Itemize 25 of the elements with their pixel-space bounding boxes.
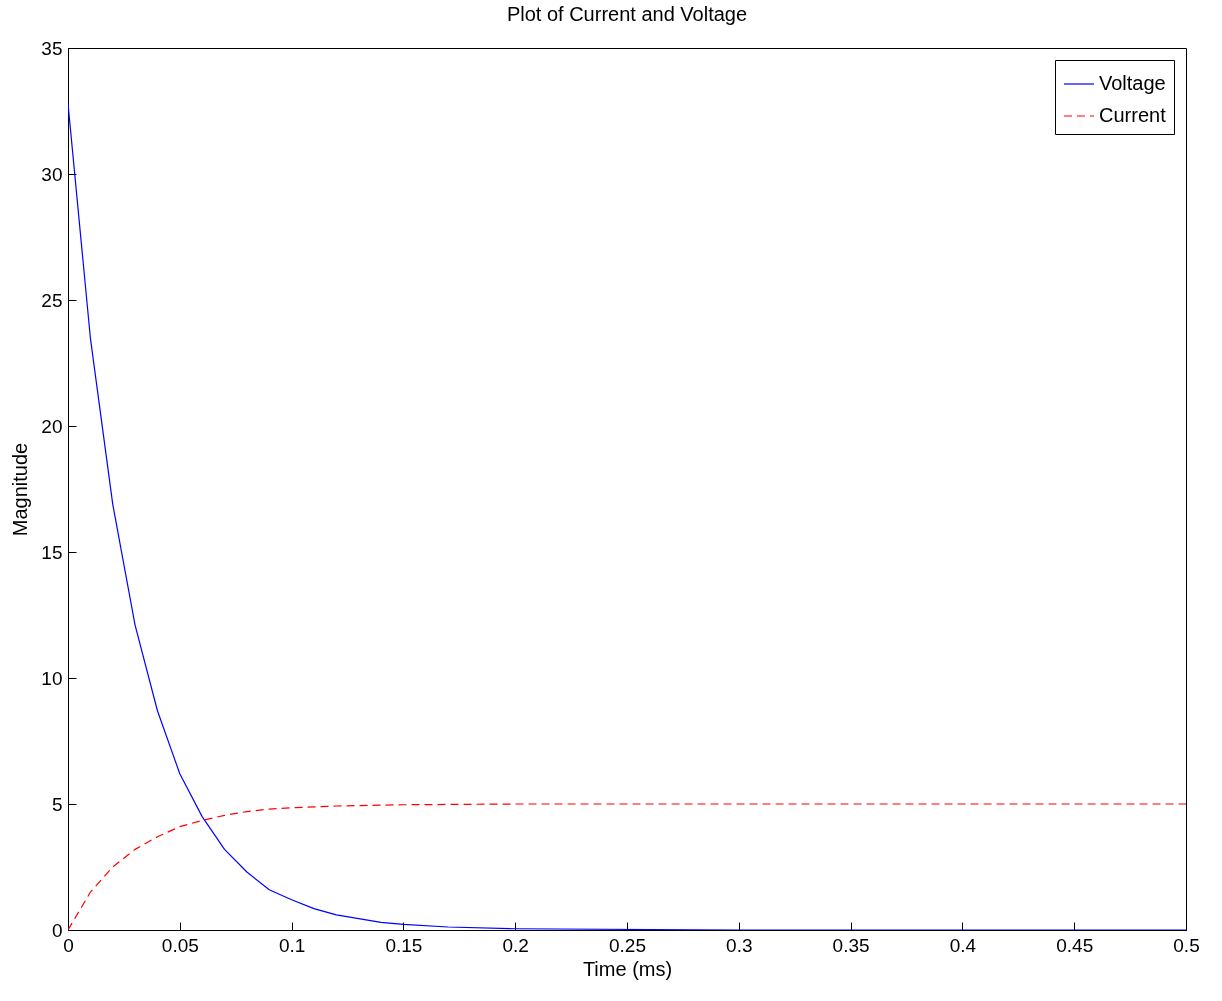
x-tick-label: 0.1 [278,934,306,956]
x-tick-label: 0.25 [609,934,646,956]
y-tick-label: 30 [41,163,63,185]
y-tick-label: 25 [41,289,63,311]
x-tick-label: 0.5 [1173,934,1200,956]
x-tick-label: 0.15 [385,934,423,956]
chart-title: Plot of Current and Voltage [506,3,748,25]
y-tick-label: 0 [51,919,63,941]
legend-label: Current [1099,104,1167,126]
x-tick-label: 0.35 [832,934,870,956]
y-tick-label: 5 [51,793,63,815]
y-tick-label: 20 [41,415,63,437]
x-tick-label: 0.2 [502,934,529,956]
x-tick-label: 0.45 [1056,934,1094,956]
y-tick-label: 15 [41,541,63,563]
y-axis-title: Magnitude [9,442,32,537]
line-series [68,102,1186,930]
legend-label: Voltage [1099,72,1166,94]
line-series [68,803,1186,930]
x-tick-label: 0.3 [726,934,753,956]
y-tick-label: 35 [41,37,63,59]
x-tick-label: 0.05 [161,934,199,956]
y-tick-label: 10 [41,667,63,689]
x-tick-label: 0.4 [949,934,977,956]
x-axis-title: Time (ms) [582,957,673,980]
